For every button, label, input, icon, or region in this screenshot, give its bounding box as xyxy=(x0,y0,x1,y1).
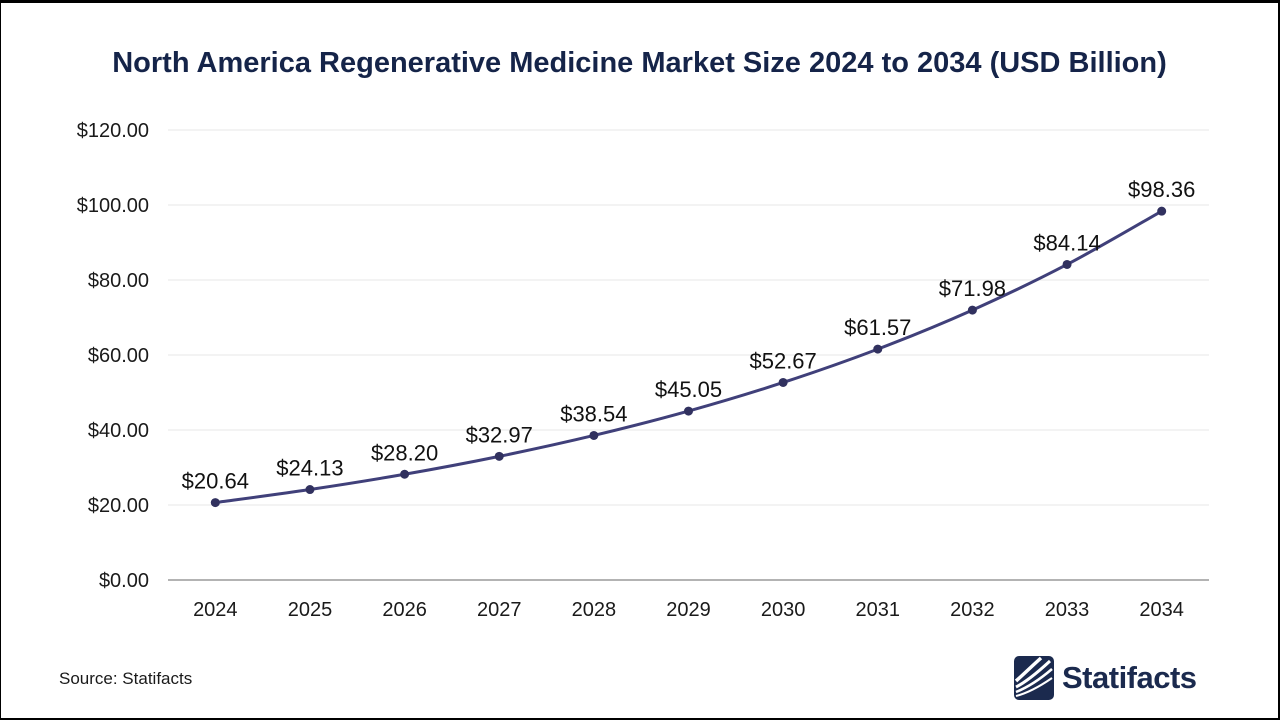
source-note: Source: Statifacts xyxy=(59,669,193,688)
brand-footer: Statifacts xyxy=(1014,656,1197,700)
x-tick-label: 2030 xyxy=(761,599,806,621)
x-tick-label: 2025 xyxy=(288,599,333,621)
data-point xyxy=(210,498,220,508)
y-tick-label: $60.00 xyxy=(88,345,149,367)
brand-name: Statifacts xyxy=(1062,660,1197,695)
data-point xyxy=(400,469,410,479)
y-tick-label: $0.00 xyxy=(99,570,149,592)
data-label: $28.20 xyxy=(371,440,438,465)
data-point xyxy=(494,451,504,461)
x-tick-label: 2029 xyxy=(666,599,711,621)
x-tick-label: 2031 xyxy=(856,599,901,621)
x-tick-label: 2027 xyxy=(477,599,522,621)
data-label: $24.13 xyxy=(276,456,343,481)
x-tick-label: 2034 xyxy=(1139,599,1184,621)
data-label: $45.05 xyxy=(655,377,722,402)
x-tick-label: 2032 xyxy=(950,599,995,621)
data-point xyxy=(873,344,883,354)
statifacts-waves-logo-icon xyxy=(1014,656,1054,700)
data-point xyxy=(1157,206,1167,216)
line-chart: $0.00 $20.00 $40.00 $60.00 $80.00 $100.00 $120… xyxy=(77,120,1209,621)
data-point xyxy=(967,305,977,315)
data-point xyxy=(1062,259,1072,269)
data-label: $98.36 xyxy=(1128,177,1195,202)
data-label: $61.57 xyxy=(844,315,911,340)
x-tick-label: 2033 xyxy=(1045,599,1090,621)
data-point xyxy=(684,406,693,416)
y-tick-label: $80.00 xyxy=(88,270,149,292)
y-tick-label: $120.00 xyxy=(77,120,149,142)
data-point xyxy=(589,430,599,440)
data-label: $71.98 xyxy=(939,276,1006,301)
data-label: $20.64 xyxy=(182,469,249,494)
data-point xyxy=(305,485,315,495)
y-tick-label: $100.00 xyxy=(77,195,149,217)
x-tick-label: 2026 xyxy=(382,599,427,621)
data-point xyxy=(778,377,788,387)
y-tick-label: $20.00 xyxy=(88,495,149,517)
data-label: $38.54 xyxy=(560,401,627,426)
x-tick-label: 2028 xyxy=(572,599,617,621)
data-label: $32.97 xyxy=(466,422,533,447)
x-tick-label: 2024 xyxy=(193,599,238,621)
chart-title: North America Regenerative Medicine Mark… xyxy=(112,47,1167,79)
y-tick-label: $40.00 xyxy=(88,420,149,442)
series-line xyxy=(215,209,1163,505)
data-label: $52.67 xyxy=(749,348,816,373)
data-label: $84.14 xyxy=(1033,230,1100,255)
